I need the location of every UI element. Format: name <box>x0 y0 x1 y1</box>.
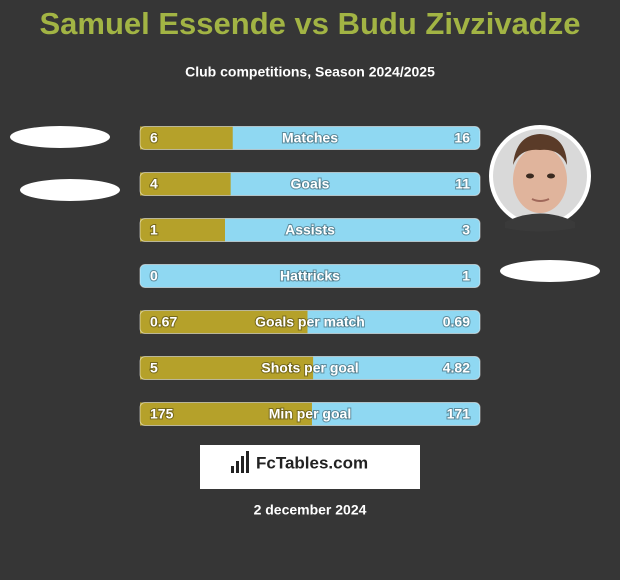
right-value: 16 <box>454 130 470 146</box>
bar-left <box>140 310 308 334</box>
bar-right <box>140 264 480 288</box>
logo-icon <box>231 451 249 473</box>
bar-outline <box>139 264 481 288</box>
bar-left <box>140 126 233 150</box>
stat-rows: 6 Matches 164 Goals 111 Assists 30 Hattricks 10.… <box>139 126 481 426</box>
player-photo <box>489 125 591 232</box>
bar-outline <box>139 126 481 150</box>
subtitle: Club competitions, Season 2024/2025 <box>185 64 435 80</box>
right-value: 3 <box>462 222 470 238</box>
bar-outline <box>139 218 481 242</box>
bar-outline <box>139 402 481 426</box>
stat-label: Hattricks <box>280 268 340 284</box>
stat-label: Matches <box>282 130 338 146</box>
bar-outline <box>139 356 481 380</box>
left-value: 6 <box>150 130 158 146</box>
date: 2 december 2024 <box>254 502 367 518</box>
right-value: 171 <box>447 406 471 422</box>
left-badge <box>20 179 120 201</box>
bar-left <box>140 402 312 426</box>
bar-outline <box>139 310 481 334</box>
stat-label: Goals <box>291 176 330 192</box>
stat-label: Goals per match <box>255 314 365 330</box>
left-badge <box>10 126 110 148</box>
logo-text: FcTables.com <box>256 453 368 472</box>
left-value: 5 <box>150 360 158 376</box>
bar-left <box>140 218 225 242</box>
right-value: 4.82 <box>443 360 470 376</box>
stat-label: Min per goal <box>269 406 351 422</box>
left-value: 175 <box>150 406 174 422</box>
right-value: 11 <box>455 176 470 192</box>
left-value: 0.67 <box>150 314 177 330</box>
right-value: 0.69 <box>443 314 470 330</box>
stat-label: Shots per goal <box>261 360 358 376</box>
bar-left <box>140 172 231 196</box>
left-value: 1 <box>150 222 158 238</box>
bar-outline <box>139 172 481 196</box>
title: Samuel Essende vs Budu Zivzivadze <box>40 6 581 41</box>
stat-label: Assists <box>285 222 335 238</box>
left-value: 0 <box>150 268 158 284</box>
left-value: 4 <box>150 176 158 192</box>
right-badge <box>500 260 600 282</box>
right-value: 1 <box>462 268 470 284</box>
bar-left <box>140 356 314 380</box>
